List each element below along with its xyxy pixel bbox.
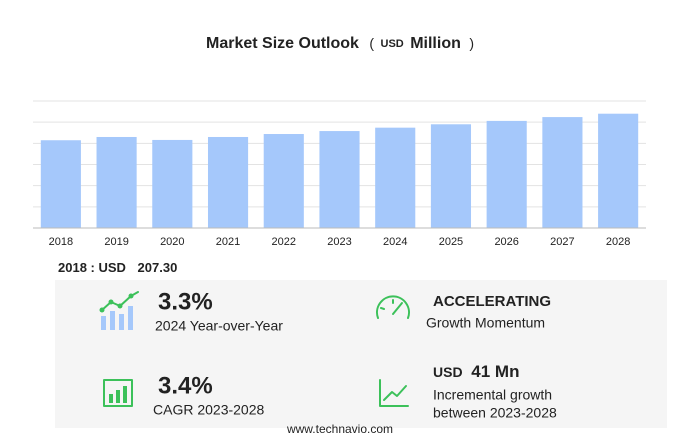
x-tick-label: 2025 (439, 236, 463, 248)
x-tick-label: 2019 (104, 236, 128, 248)
x-tick-label: 2024 (383, 236, 407, 248)
x-tick-label: 2022 (272, 236, 296, 248)
x-tick-label: 2023 (327, 236, 351, 248)
bar (542, 117, 583, 228)
unit-close: ) (469, 35, 474, 51)
stat-prefix: USD (433, 364, 463, 380)
base-line: 2018 : USD 207.30 (58, 260, 177, 275)
x-tick-label: 2026 (494, 236, 518, 248)
unit-currency: USD (381, 38, 404, 50)
x-tick-label: 2028 (606, 236, 630, 248)
stat-label: Growth Momentum (426, 315, 545, 331)
stat-label: Incremental growth (433, 387, 552, 403)
bar (96, 136, 137, 228)
stat-value: 3.4% (158, 372, 213, 399)
stat-value: ACCELERATING (433, 293, 551, 310)
bar (486, 120, 527, 228)
unit-open: ( (369, 35, 374, 51)
bar (375, 127, 416, 228)
bar (319, 131, 360, 228)
bar (40, 140, 81, 228)
stat-label: CAGR 2023-2028 (153, 402, 265, 418)
base-value: 207.30 (138, 260, 178, 275)
bar (598, 113, 639, 228)
bar (263, 134, 304, 228)
chart-title: Market Size Outlook (206, 35, 359, 52)
stat-label: between 2023-2028 (433, 405, 557, 421)
bar (430, 124, 472, 228)
stat-value: 3.3% (158, 288, 213, 315)
bar (152, 139, 193, 228)
x-tick-label: 2018 (49, 236, 73, 248)
chart-title-line: Market Size Outlook ( USD Million ) (206, 35, 474, 53)
unit-name: Million (410, 35, 461, 52)
bar (207, 136, 249, 228)
x-tick-label: 2020 (160, 236, 184, 248)
icon-incremental (379, 379, 409, 407)
plot: 2018 2019 2020 2021 2022 2023 2024 2025 2026 2027… (33, 100, 646, 248)
stats-panel (55, 280, 667, 428)
footer: www.technavio.com (286, 422, 393, 436)
x-tick-label: 2021 (216, 236, 240, 248)
stat-value: 41 Mn (471, 362, 519, 381)
stat-label: 2024 Year-over-Year (155, 318, 283, 334)
icon-yoy (99, 291, 139, 330)
base-label: 2018 : USD (58, 260, 126, 275)
icon-cagr (103, 379, 133, 407)
stat-value-line: USD 41 Mn (433, 362, 519, 381)
icon-momentum (376, 295, 410, 319)
x-tick-label: 2027 (550, 236, 574, 248)
